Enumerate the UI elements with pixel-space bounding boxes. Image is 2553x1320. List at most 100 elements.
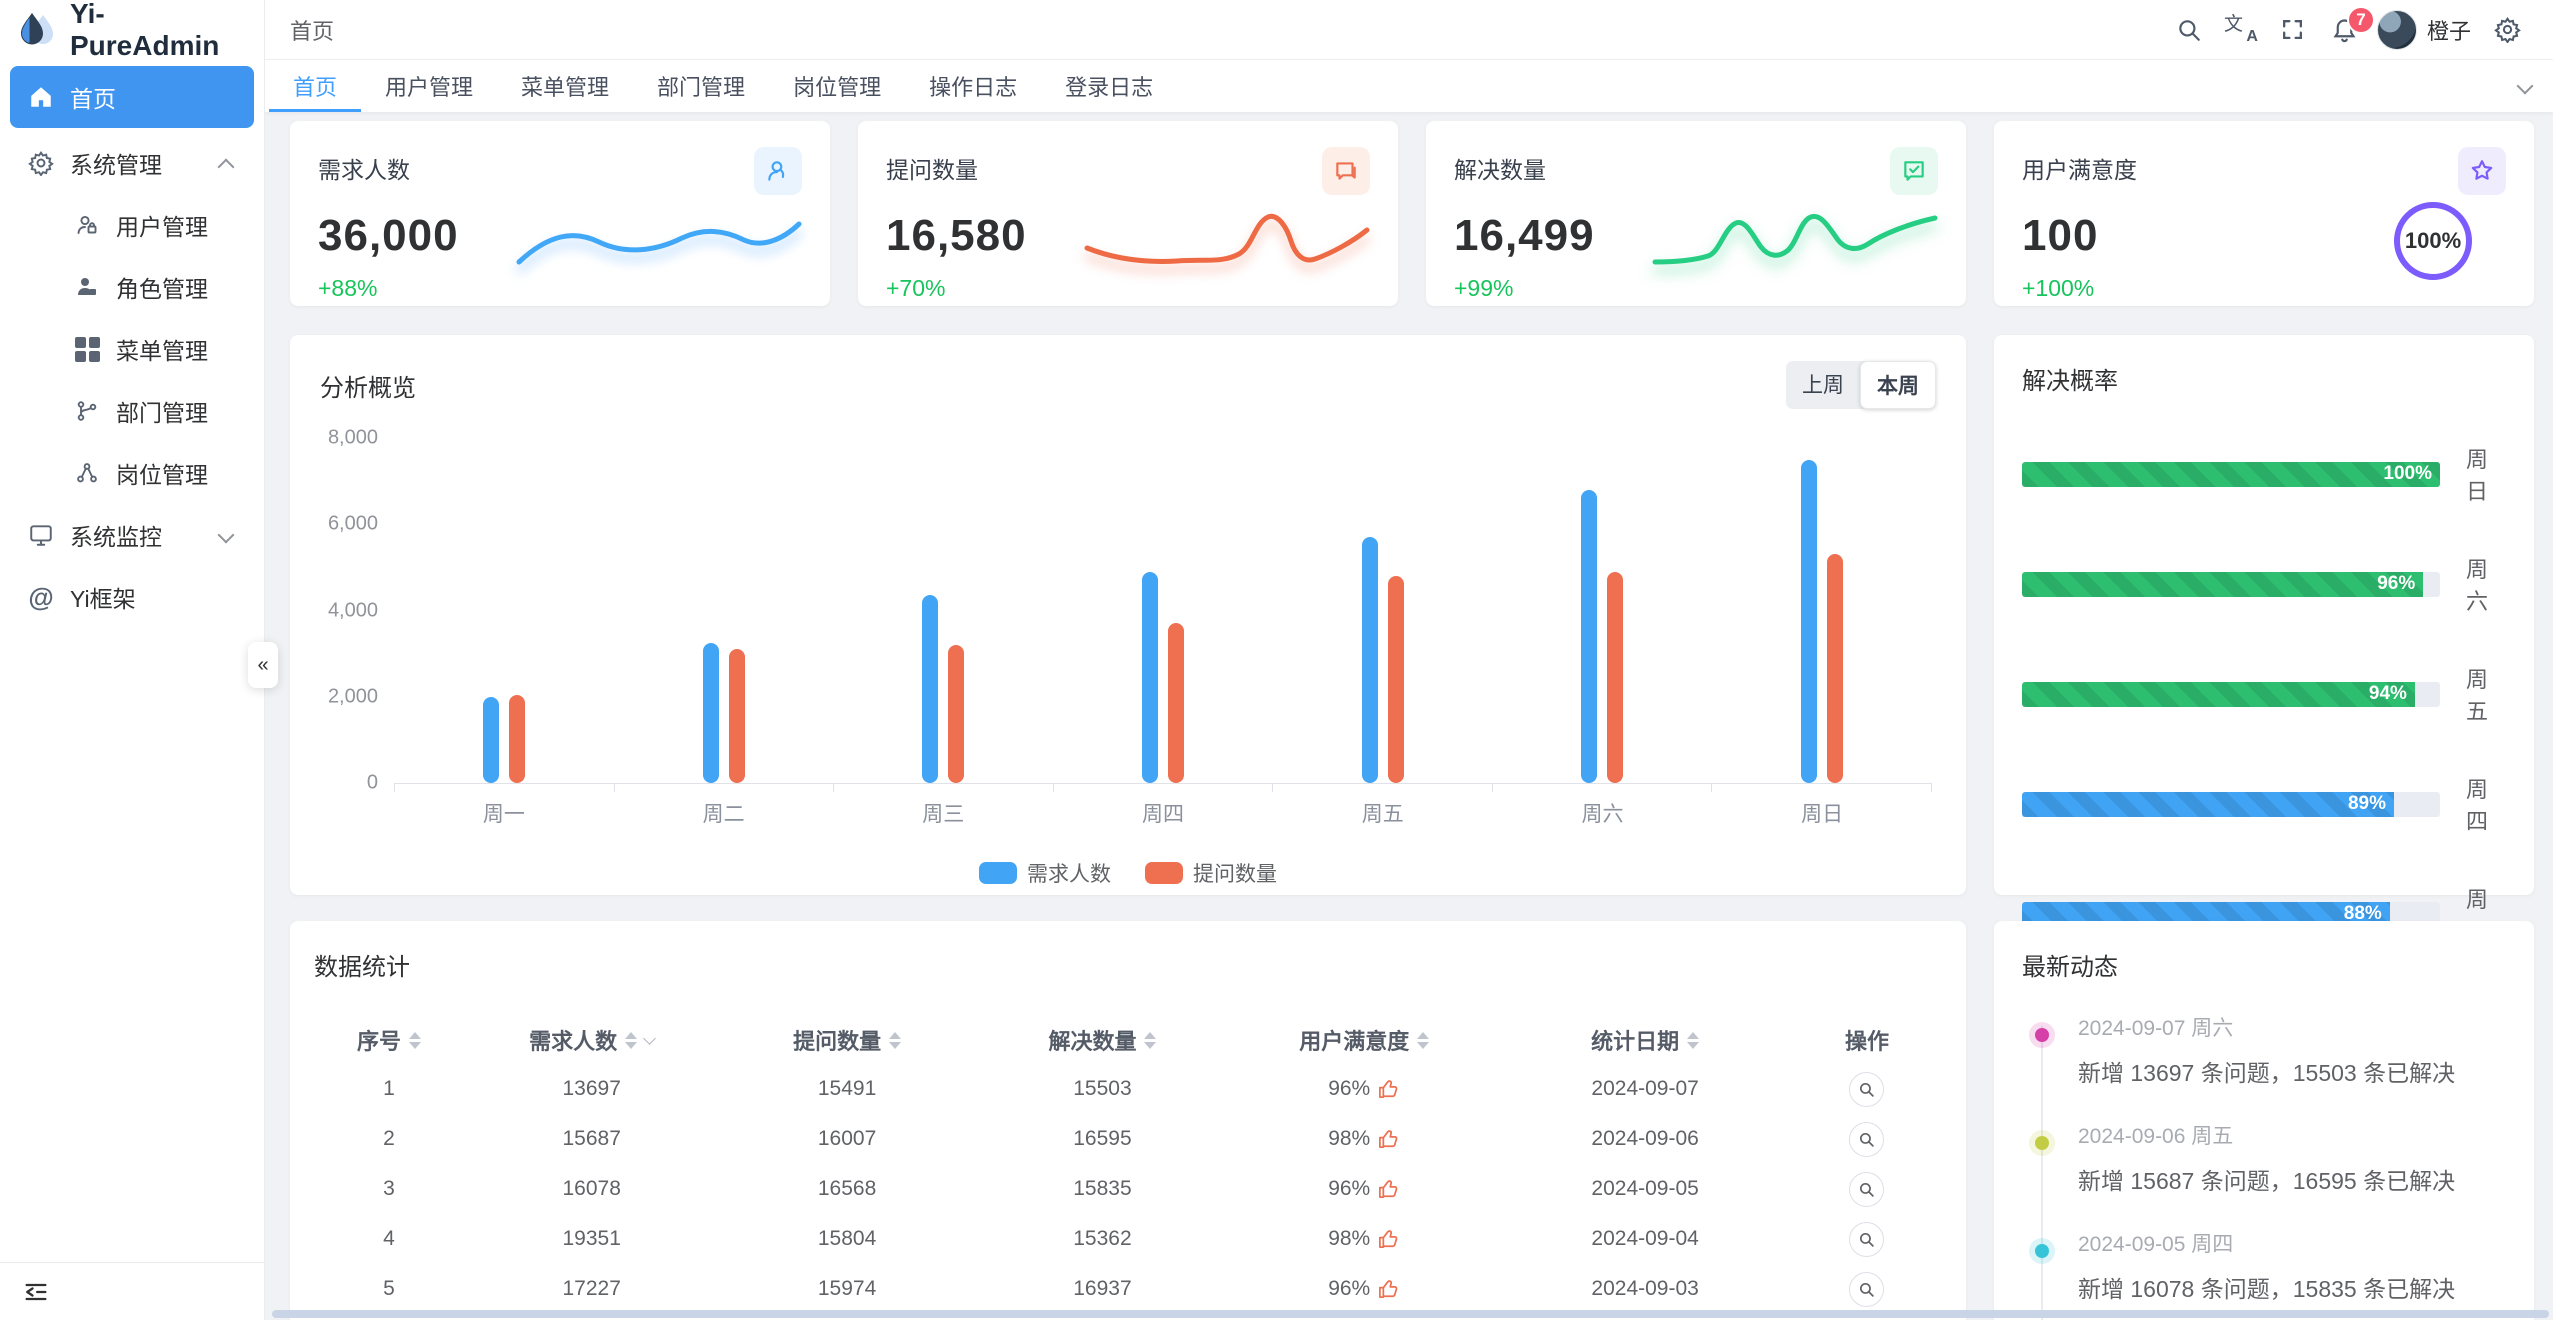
column-header-3[interactable]: 提问数量 (719, 1024, 974, 1056)
bar-提问数量-周六[interactable] (1607, 572, 1624, 783)
column-header-4[interactable]: 解决数量 (975, 1024, 1230, 1056)
tab-4[interactable]: 部门管理 (657, 75, 746, 100)
tab-6[interactable]: 操作日志 (929, 75, 1018, 100)
sidebar-item-1[interactable]: 用户管理 (10, 194, 254, 256)
sidebar-item-3[interactable]: 菜单管理 (10, 318, 254, 380)
bar-提问数量-周二[interactable] (728, 649, 745, 783)
sidebar-group-monitor[interactable]: 系统监控 (10, 504, 254, 566)
sort-caret-icon[interactable] (1417, 1031, 1430, 1049)
bar-需求人数-周二[interactable] (702, 643, 719, 783)
tab-2[interactable]: 用户管理 (385, 75, 474, 100)
bar-提问数量-周五[interactable] (1387, 576, 1404, 783)
column-header-1[interactable]: 序号 (314, 1024, 464, 1056)
bar-提问数量-周四[interactable] (1168, 623, 1185, 783)
panel-title: 解决概率 (2022, 368, 2118, 395)
satisfaction-cell: 96% (1230, 1177, 1498, 1201)
sort-caret-icon[interactable] (625, 1031, 638, 1049)
stat-card-demand: 需求人数 36,000 +88% (290, 121, 830, 306)
legend-item-需求人数[interactable]: 需求人数 (979, 858, 1111, 888)
y-tick-label: 2,000 (327, 685, 378, 708)
date-cell: 2024-09-04 (1591, 1227, 1699, 1250)
sidebar-menu: 首页 系统管理 用户管理角色管理菜单管理部门管理 岗位管理 (0, 60, 264, 628)
sidebar-item-2[interactable]: 角色管理 (10, 256, 254, 318)
card-delta: +99% (1454, 275, 1514, 301)
stat-card-questions: 提问数量 16,580 +70% (858, 121, 1398, 306)
card-delta: +88% (318, 275, 378, 301)
fullscreen-icon[interactable] (2267, 4, 2319, 56)
view-button[interactable] (1849, 1221, 1885, 1257)
sidebar-collapse-button[interactable]: « (248, 642, 278, 688)
sparkline-orange (1082, 196, 1372, 276)
timeline-item: 2024-09-06 周五 新增 15687 条问题，16595 条已解决 (2022, 1120, 2506, 1196)
bar-提问数量-周一[interactable] (508, 695, 525, 783)
share-nodes-icon (72, 458, 102, 488)
sort-caret-icon[interactable] (1144, 1031, 1157, 1049)
timeline-dot (2035, 1244, 2049, 1258)
sidebar-item-label: 菜单管理 (116, 338, 208, 364)
bar-需求人数-周四[interactable] (1142, 572, 1159, 783)
view-button[interactable] (1849, 1071, 1885, 1107)
sidebar-group-label: 系统监控 (70, 524, 162, 550)
x-tick-label: 周二 (702, 803, 745, 826)
tab-5[interactable]: 岗位管理 (793, 75, 882, 100)
x-tick-label: 周四 (1142, 803, 1185, 826)
view-button[interactable] (1849, 1171, 1885, 1207)
bar-需求人数-周五[interactable] (1361, 537, 1378, 783)
card-value: 36,000 (318, 211, 459, 260)
column-header-2[interactable]: 需求人数 (464, 1024, 719, 1056)
card-title: 需求人数 (318, 157, 410, 183)
column-header-6[interactable]: 统计日期 (1498, 1024, 1792, 1056)
tabs-dropdown-icon[interactable] (2516, 60, 2537, 112)
chevron-up-icon (217, 158, 235, 176)
sort-caret-icon[interactable] (889, 1031, 902, 1049)
progress-row-周四: 89% 周四 (2022, 772, 2506, 836)
sort-caret-icon[interactable] (1687, 1031, 1700, 1049)
toggle-this-week[interactable]: 本周 (1860, 361, 1936, 409)
bar-需求人数-周日[interactable] (1801, 460, 1818, 783)
menu-fold-icon[interactable] (22, 1278, 50, 1306)
progress-fill: 96% (2022, 571, 2424, 597)
sidebar-item-home[interactable]: 首页 (10, 66, 254, 128)
sidebar-footer (0, 1262, 264, 1320)
stat-cards-row: 需求人数 36,000 +88% (290, 121, 2534, 306)
search-icon[interactable] (2163, 4, 2215, 56)
sort-caret-icon[interactable] (409, 1031, 421, 1049)
table-cell: 15974 (817, 1277, 877, 1300)
sidebar-item-label: 用户管理 (116, 214, 208, 240)
role-user-icon (72, 272, 102, 302)
satisfaction-cell: 98% (1230, 1127, 1498, 1151)
settings-gear-icon[interactable] (2481, 4, 2533, 56)
sidebar-group-system[interactable]: 系统管理 (10, 132, 254, 194)
at-icon: @ (28, 581, 54, 612)
app-title: Yi-PureAdmin (70, 0, 220, 61)
bar-需求人数-周一[interactable] (482, 697, 499, 783)
bar-提问数量-周三[interactable] (948, 645, 965, 783)
filter-chevron-icon[interactable] (643, 1031, 657, 1045)
column-header-5[interactable]: 用户满意度 (1230, 1024, 1498, 1056)
bar-需求人数-周三[interactable] (922, 595, 939, 783)
logo[interactable]: Yi-PureAdmin (0, 0, 264, 61)
horizontal-scrollbar[interactable] (272, 1310, 2549, 1318)
bar-需求人数-周六[interactable] (1581, 490, 1598, 783)
sidebar-item-5[interactable]: 岗位管理 (10, 442, 254, 504)
tab-3[interactable]: 菜单管理 (521, 75, 610, 100)
x-tick-label: 周三 (922, 803, 965, 826)
bar-group-周一 (394, 439, 614, 783)
monitor-icon (26, 520, 56, 550)
view-button[interactable] (1849, 1121, 1885, 1157)
toggle-last-week[interactable]: 上周 (1802, 374, 1844, 397)
legend-item-提问数量[interactable]: 提问数量 (1145, 858, 1277, 888)
avatar[interactable] (2376, 9, 2417, 50)
column-header-7[interactable]: 操作 (1844, 1029, 1889, 1054)
notification-bell-icon[interactable]: 7 (2319, 4, 2375, 56)
tab-7[interactable]: 登录日志 (1065, 75, 1154, 100)
tab-1[interactable]: 首页 (269, 60, 362, 112)
week-toggle: 上周 本周 (1786, 361, 1936, 409)
sidebar-item-framework[interactable]: @ Yi框架 (10, 566, 254, 628)
view-button[interactable] (1849, 1271, 1885, 1307)
sidebar-item-4[interactable]: 部门管理 (10, 380, 254, 442)
y-tick-label: 4,000 (327, 599, 378, 621)
table-body: 1 13697 15491 15503 96% 2024-09-07 2 15687 16007… (314, 1064, 1942, 1320)
bar-提问数量-周日[interactable] (1827, 554, 1844, 783)
